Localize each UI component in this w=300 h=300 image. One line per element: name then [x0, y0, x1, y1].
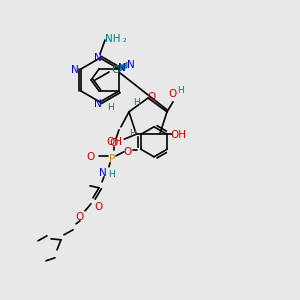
Text: OH: OH — [106, 137, 122, 147]
Text: N: N — [94, 99, 102, 109]
Text: N: N — [94, 53, 102, 63]
Text: O: O — [95, 202, 103, 212]
Text: ₂: ₂ — [122, 34, 126, 43]
Text: O: O — [87, 152, 95, 162]
Text: N: N — [127, 60, 135, 70]
Text: N: N — [118, 63, 126, 73]
Text: N: N — [99, 168, 107, 178]
Text: OH: OH — [171, 130, 187, 140]
Text: H: H — [134, 98, 140, 107]
Text: H: H — [109, 170, 116, 179]
Text: NH: NH — [105, 34, 121, 44]
Text: C: C — [111, 65, 119, 75]
Text: H: H — [177, 86, 183, 95]
Text: P: P — [109, 154, 115, 164]
Text: O: O — [110, 138, 118, 148]
Text: O: O — [124, 147, 132, 157]
Text: H: H — [129, 129, 136, 138]
Text: O: O — [76, 212, 84, 222]
Text: H: H — [108, 103, 114, 112]
Text: O: O — [168, 89, 176, 99]
Text: N: N — [71, 65, 79, 75]
Text: O: O — [147, 92, 155, 102]
